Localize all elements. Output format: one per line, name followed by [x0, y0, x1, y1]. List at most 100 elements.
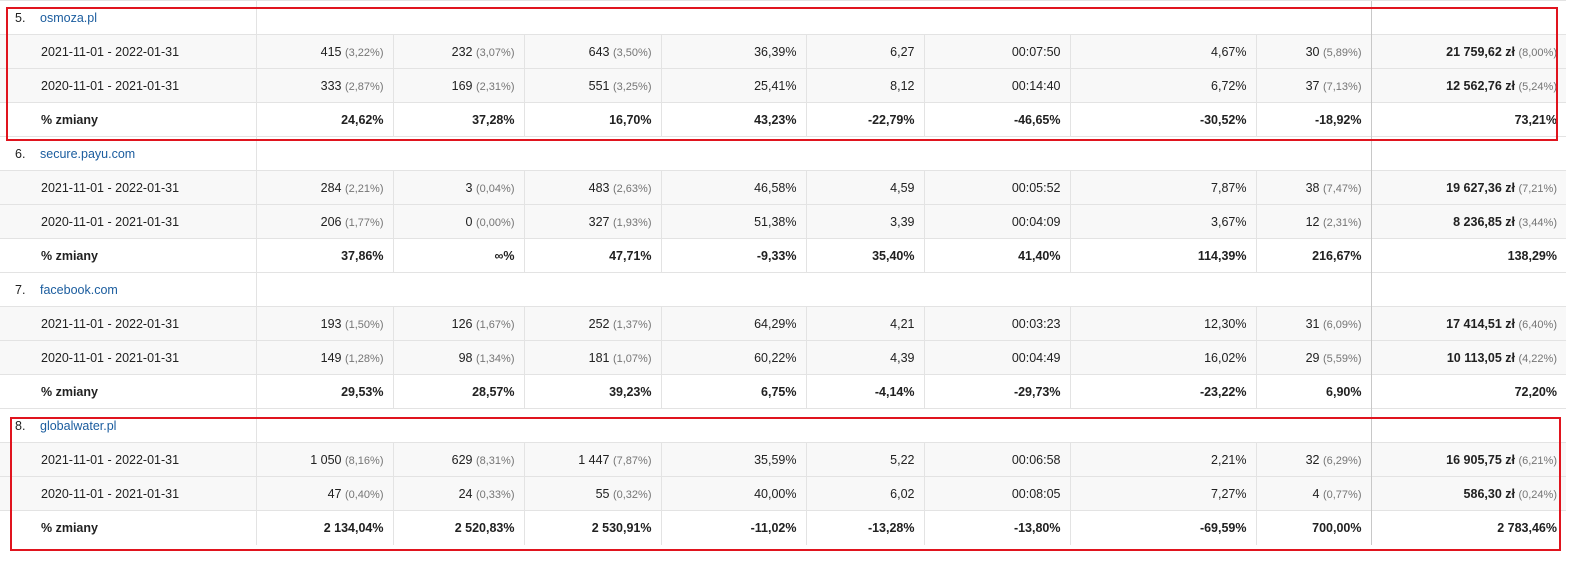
- period-label: 2021-11-01 - 2022-01-31: [0, 306, 256, 341]
- metric-cell: 181 (1,07%): [523, 340, 661, 375]
- metric-cell: 00:04:49: [923, 340, 1070, 375]
- metric-cell: 35,59%: [660, 442, 806, 477]
- metric-cell: 5,22: [805, 442, 924, 477]
- change-label: % zmiany: [0, 238, 256, 273]
- change-cell: -13,28%: [805, 510, 924, 545]
- change-cell: 28,57%: [392, 374, 524, 409]
- metric-cell: 4,67%: [1069, 34, 1256, 69]
- metric-cell: 193 (1,50%): [255, 306, 393, 341]
- change-cell: 2 134,04%: [255, 510, 393, 545]
- change-cell: 2 530,91%: [523, 510, 661, 545]
- site-row-filler-revenue: [1370, 272, 1566, 307]
- metric-cell: 7,27%: [1069, 476, 1256, 511]
- site-row: 8. globalwater.pl: [0, 408, 1566, 443]
- revenue-cell: 12 562,76 zł (5,24%): [1370, 68, 1566, 103]
- change-cell: 37,28%: [392, 102, 524, 137]
- metric-cell: 00:06:58: [923, 442, 1070, 477]
- row-index: 8.: [15, 418, 26, 433]
- period-label: 2020-11-01 - 2021-01-31: [0, 340, 256, 375]
- metric-cell: 3,39: [805, 204, 924, 239]
- site-row: 5. osmoza.pl: [0, 0, 1566, 35]
- change-row: % zmiany 29,53% 28,57% 39,23% 6,75% -4,1…: [0, 374, 1566, 409]
- period-row-current: 2021-11-01 - 2022-01-31 1 050 (8,16%) 62…: [0, 442, 1566, 477]
- metric-cell: 232 (3,07%): [392, 34, 524, 69]
- change-cell: 35,40%: [805, 238, 924, 273]
- period-row-previous: 2020-11-01 - 2021-01-31 333 (2,87%) 169 …: [0, 68, 1566, 103]
- change-cell: 29,53%: [255, 374, 393, 409]
- metric-cell: 46,58%: [660, 170, 806, 205]
- change-label: % zmiany: [0, 102, 256, 137]
- metric-cell: 333 (2,87%): [255, 68, 393, 103]
- metric-cell: 1 447 (7,87%): [523, 442, 661, 477]
- change-cell: 43,23%: [660, 102, 806, 137]
- site-link[interactable]: secure.payu.com: [40, 146, 136, 161]
- change-cell: 41,40%: [923, 238, 1070, 273]
- change-row: % zmiany 24,62% 37,28% 16,70% 43,23% -22…: [0, 102, 1566, 137]
- metric-cell: 25,41%: [660, 68, 806, 103]
- change-cell-revenue: 72,20%: [1370, 374, 1566, 409]
- site-row-filler: [255, 272, 1371, 307]
- metric-cell: 37 (7,13%): [1255, 68, 1371, 103]
- change-cell: ∞%: [392, 238, 524, 273]
- metric-cell: 6,02: [805, 476, 924, 511]
- change-cell: -69,59%: [1069, 510, 1256, 545]
- metric-cell: 30 (5,89%): [1255, 34, 1371, 69]
- site-row-filler: [255, 136, 1371, 171]
- metric-cell: 415 (3,22%): [255, 34, 393, 69]
- site-link[interactable]: facebook.com: [40, 282, 118, 297]
- change-row: % zmiany 37,86% ∞% 47,71% -9,33% 35,40% …: [0, 238, 1566, 273]
- revenue-cell: 19 627,36 zł (7,21%): [1370, 170, 1566, 205]
- metric-cell: 0 (0,00%): [392, 204, 524, 239]
- metric-cell: 252 (1,37%): [523, 306, 661, 341]
- change-label: % zmiany: [0, 374, 256, 409]
- metric-cell: 2,21%: [1069, 442, 1256, 477]
- site-name-cell: 5. osmoza.pl: [0, 0, 257, 35]
- metric-cell: 16,02%: [1069, 340, 1256, 375]
- site-link[interactable]: globalwater.pl: [40, 418, 117, 433]
- metric-cell: 284 (2,21%): [255, 170, 393, 205]
- change-cell: -4,14%: [805, 374, 924, 409]
- metric-cell: 7,87%: [1069, 170, 1256, 205]
- metric-cell: 126 (1,67%): [392, 306, 524, 341]
- change-cell-revenue: 73,21%: [1370, 102, 1566, 137]
- metric-cell: 3,67%: [1069, 204, 1256, 239]
- metric-cell: 31 (6,09%): [1255, 306, 1371, 341]
- metric-cell: 4,39: [805, 340, 924, 375]
- site-name-cell: 7. facebook.com: [0, 272, 257, 307]
- site-group: 8. globalwater.pl 2021-11-01 - 2022-01-31…: [0, 408, 1566, 545]
- period-label: 2020-11-01 - 2021-01-31: [0, 204, 256, 239]
- period-label: 2021-11-01 - 2022-01-31: [0, 170, 256, 205]
- revenue-cell: 17 414,51 zł (6,40%): [1370, 306, 1566, 341]
- referral-comparison-table: 5. osmoza.pl 2021-11-01 - 2022-01-31 415 …: [0, 0, 1566, 545]
- site-row: 7. facebook.com: [0, 272, 1566, 307]
- metric-cell: 00:08:05: [923, 476, 1070, 511]
- period-row-current: 2021-11-01 - 2022-01-31 284 (2,21%) 3 (0…: [0, 170, 1566, 205]
- metric-cell: 6,72%: [1069, 68, 1256, 103]
- period-label: 2021-11-01 - 2022-01-31: [0, 34, 256, 69]
- metric-cell: 24 (0,33%): [392, 476, 524, 511]
- metric-cell: 36,39%: [660, 34, 806, 69]
- metric-cell: 12 (2,31%): [1255, 204, 1371, 239]
- metric-cell: 40,00%: [660, 476, 806, 511]
- change-cell: 47,71%: [523, 238, 661, 273]
- change-label: % zmiany: [0, 510, 256, 545]
- site-link[interactable]: osmoza.pl: [40, 10, 97, 25]
- revenue-cell: 586,30 zł (0,24%): [1370, 476, 1566, 511]
- change-cell: 216,67%: [1255, 238, 1371, 273]
- period-row-previous: 2020-11-01 - 2021-01-31 149 (1,28%) 98 (…: [0, 340, 1566, 375]
- site-row-filler-revenue: [1370, 408, 1566, 443]
- metric-cell: 551 (3,25%): [523, 68, 661, 103]
- metric-cell: 00:03:23: [923, 306, 1070, 341]
- site-row-filler: [255, 408, 1371, 443]
- metric-cell: 00:05:52: [923, 170, 1070, 205]
- period-label: 2021-11-01 - 2022-01-31: [0, 442, 256, 477]
- change-cell: -30,52%: [1069, 102, 1256, 137]
- metric-cell: 3 (0,04%): [392, 170, 524, 205]
- row-index: 5.: [15, 10, 26, 25]
- revenue-cell: 10 113,05 zł (4,22%): [1370, 340, 1566, 375]
- period-row-current: 2021-11-01 - 2022-01-31 193 (1,50%) 126 …: [0, 306, 1566, 341]
- metric-cell: 29 (5,59%): [1255, 340, 1371, 375]
- metric-cell: 00:04:09: [923, 204, 1070, 239]
- metric-cell: 6,27: [805, 34, 924, 69]
